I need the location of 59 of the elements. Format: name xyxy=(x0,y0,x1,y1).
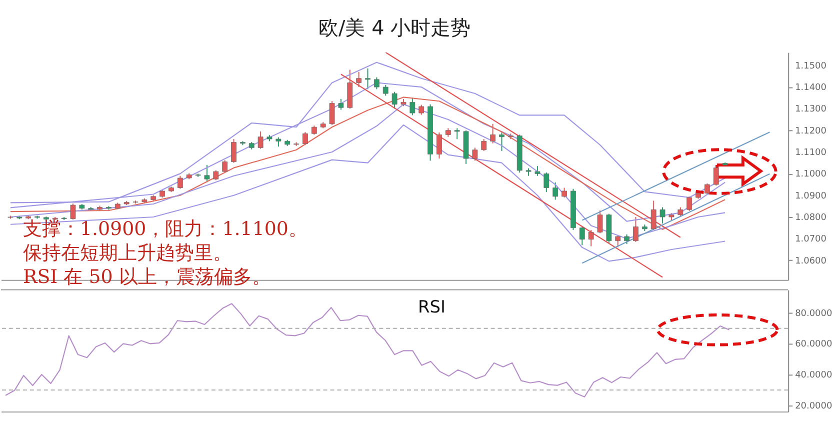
y-tick-label: 60.0000 xyxy=(795,340,832,350)
candlestick xyxy=(713,166,719,186)
candlestick xyxy=(276,136,282,148)
candlestick xyxy=(374,76,380,90)
candlestick xyxy=(579,226,585,246)
candlestick xyxy=(392,91,398,110)
candlestick xyxy=(534,166,540,176)
candlestick xyxy=(222,160,228,174)
candlestick xyxy=(472,147,478,162)
y-tick-label: 1.1400 xyxy=(795,83,827,94)
candlestick xyxy=(481,138,487,152)
candlestick xyxy=(499,132,504,152)
candlestick xyxy=(650,200,656,231)
y-tick-label: 1.1000 xyxy=(795,170,827,180)
y-tick-label: 20.0000 xyxy=(795,401,832,412)
candlestick xyxy=(633,216,638,242)
candlestick xyxy=(365,68,370,90)
candlestick xyxy=(678,206,684,218)
candlestick xyxy=(436,132,442,160)
candlestick xyxy=(70,203,76,220)
candlestick xyxy=(624,234,630,245)
y-tick-label: 1.0600 xyxy=(795,256,827,266)
annotation: 保持在短期上升趋势里。 xyxy=(22,242,232,264)
candlestick xyxy=(302,132,308,146)
candlestick xyxy=(338,98,344,110)
y-tick-label: 1.1500 xyxy=(795,61,827,72)
candlestick xyxy=(231,138,236,164)
candlestick xyxy=(660,206,666,224)
chart-title: RSI xyxy=(418,296,446,317)
y-tick-label: 1.0900 xyxy=(795,191,827,202)
candlestick xyxy=(177,175,183,190)
candlestick xyxy=(213,170,219,181)
candlestick xyxy=(258,130,264,150)
y-tick-label: 80.0000 xyxy=(795,308,832,319)
candlestick xyxy=(597,210,603,234)
y-tick-label: 1.1300 xyxy=(795,104,827,115)
y-tick-label: 40.0000 xyxy=(795,370,832,381)
candlestick xyxy=(704,182,710,195)
candlestick xyxy=(454,128,460,140)
candlestick xyxy=(588,230,594,247)
candlestick xyxy=(329,100,335,126)
annotation: 支撑：1.0900，阻力：1.1100。 xyxy=(22,218,308,240)
candlestick xyxy=(418,104,424,116)
candlestick xyxy=(410,97,416,116)
candlestick xyxy=(311,125,317,136)
candlestick xyxy=(204,164,210,183)
candlestick xyxy=(490,123,496,144)
y-tick-label: 1.0800 xyxy=(795,213,827,223)
candlestick xyxy=(544,172,550,193)
y-tick-label: 1.0700 xyxy=(795,234,827,245)
y-tick-label: 1.1200 xyxy=(795,126,827,136)
candlestick xyxy=(552,182,558,200)
annotation: RSI 在 50 以上，震荡偏多。 xyxy=(22,266,271,288)
candlestick xyxy=(382,84,388,96)
candlestick xyxy=(562,187,567,198)
candlestick xyxy=(686,196,692,212)
y-tick-label: 1.1100 xyxy=(795,148,827,158)
chart-title: 欧/美 4 小时走势 xyxy=(318,15,471,40)
line-series xyxy=(10,124,726,262)
